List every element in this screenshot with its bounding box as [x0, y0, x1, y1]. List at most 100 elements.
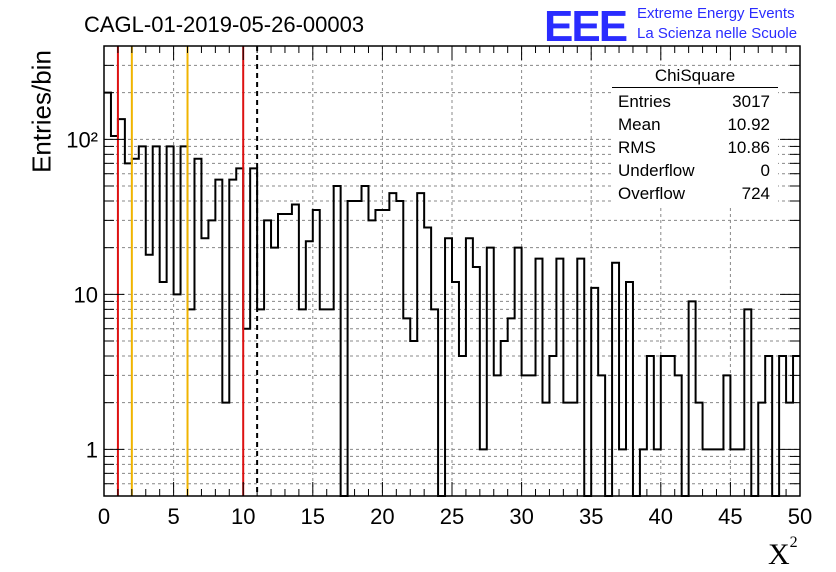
histogram-bin	[264, 220, 271, 496]
histogram-bin	[375, 210, 382, 496]
x-tick-label: 40	[649, 504, 673, 529]
stats-row-mean: Mean 10.92	[612, 113, 778, 136]
histogram-bin	[243, 329, 250, 496]
histogram-bin	[285, 214, 292, 496]
y-tick-label: 10	[74, 282, 98, 307]
logo-line-2: La Scienza nelle Scuole	[637, 25, 798, 42]
histogram-bin	[125, 163, 132, 496]
histogram-bin	[612, 263, 619, 496]
logo-line-1: Extreme Energy Events	[637, 5, 795, 22]
x-tick-label: 35	[579, 504, 603, 529]
eee-logo: EEE	[544, 2, 628, 51]
histogram-bin	[188, 309, 195, 496]
histogram-bin	[382, 210, 389, 496]
histogram-bin	[167, 146, 174, 496]
histogram-bin	[744, 309, 751, 496]
histogram-bin	[194, 159, 201, 496]
histogram-bin	[501, 341, 508, 496]
stats-row-entries: Entries 3017	[612, 90, 778, 113]
histogram-bin	[160, 282, 167, 496]
x-tick-label: 50	[788, 504, 812, 529]
histogram-bin	[355, 201, 362, 496]
histogram-bin	[348, 201, 355, 496]
histogram-bin	[153, 146, 160, 496]
histogram-bin	[515, 248, 522, 496]
histogram-bin	[250, 168, 257, 496]
stats-row-overflow: Overflow 724	[612, 182, 778, 205]
histogram-bin	[536, 259, 543, 496]
histogram-bin	[647, 356, 654, 496]
histogram-bin	[459, 356, 466, 496]
histogram-bin	[549, 356, 556, 496]
histogram-bin	[174, 294, 181, 496]
histogram-bin	[111, 136, 118, 496]
histogram-bin	[403, 318, 410, 496]
histogram-bin	[696, 403, 703, 496]
histogram-bin	[146, 255, 153, 496]
histogram-bin	[716, 449, 723, 496]
histogram-bin	[710, 449, 717, 496]
histogram-bin	[779, 356, 786, 496]
histogram-bin	[689, 301, 696, 496]
histogram-bin	[737, 449, 744, 496]
stats-row-rms: RMS 10.86	[612, 136, 778, 159]
histogram-bin	[257, 309, 264, 496]
histogram-bin	[765, 356, 772, 496]
stats-value: 10.92	[727, 115, 770, 134]
histogram-bin	[208, 220, 215, 496]
stats-label: Underflow	[618, 161, 695, 180]
stats-value: 0	[760, 161, 770, 180]
histogram-bin	[306, 241, 313, 496]
histogram-bin	[480, 449, 487, 496]
histogram-bin	[675, 375, 682, 496]
histogram-bin	[487, 248, 494, 496]
x-tick-label: 20	[370, 504, 394, 529]
stats-box: ChiSquare Entries 3017 Mean 10.92 RMS 10…	[612, 66, 778, 205]
stats-value: 3017	[732, 92, 770, 111]
stats-label: RMS	[618, 138, 656, 157]
x-tick-label: 25	[440, 504, 464, 529]
x-tick-label: 45	[718, 504, 742, 529]
y-tick-label: 1	[86, 437, 98, 462]
histogram-bin	[334, 186, 341, 496]
histogram-bin	[598, 375, 605, 496]
x-tick-label: 30	[509, 504, 533, 529]
y-axis-label: Entries/bin	[26, 50, 57, 173]
histogram-bin	[389, 193, 396, 496]
plot-title: CAGL-01-2019-05-26-00003	[84, 12, 365, 37]
histogram-bin	[139, 146, 146, 496]
histogram-bin	[445, 238, 452, 496]
histogram-bin	[215, 180, 222, 496]
stats-label: Mean	[618, 115, 661, 134]
x-tick-label: 10	[231, 504, 255, 529]
histogram-bin	[452, 282, 459, 496]
histogram-bin	[570, 403, 577, 496]
histogram-bin	[271, 248, 278, 496]
histogram-bin	[508, 318, 515, 496]
histogram-bin	[793, 356, 800, 496]
histogram-bin	[556, 259, 563, 496]
histogram-bin	[626, 282, 633, 496]
histogram-bin	[410, 341, 417, 496]
histogram-bin	[640, 449, 647, 496]
histogram-bin	[222, 403, 229, 496]
x-tick-label: 15	[301, 504, 325, 529]
histogram-bin	[654, 449, 661, 496]
x-tick-label: 0	[98, 504, 110, 529]
stats-value: 10.86	[727, 138, 770, 157]
histogram-bin	[292, 204, 299, 496]
x-axis-label: X2	[768, 534, 798, 571]
y-tick-label: 10²	[66, 127, 98, 152]
x-tick-label: 5	[167, 504, 179, 529]
histogram-bin	[424, 227, 431, 496]
histogram-bin	[529, 375, 536, 496]
stats-row-underflow: Underflow 0	[612, 159, 778, 182]
histogram-bin	[236, 168, 243, 496]
histogram-outline	[104, 91, 800, 497]
histogram-bin	[299, 309, 306, 496]
histogram-bin	[313, 210, 320, 496]
histogram-bin	[619, 449, 626, 496]
histogram-bin	[229, 180, 236, 496]
histogram-bin	[473, 267, 480, 496]
